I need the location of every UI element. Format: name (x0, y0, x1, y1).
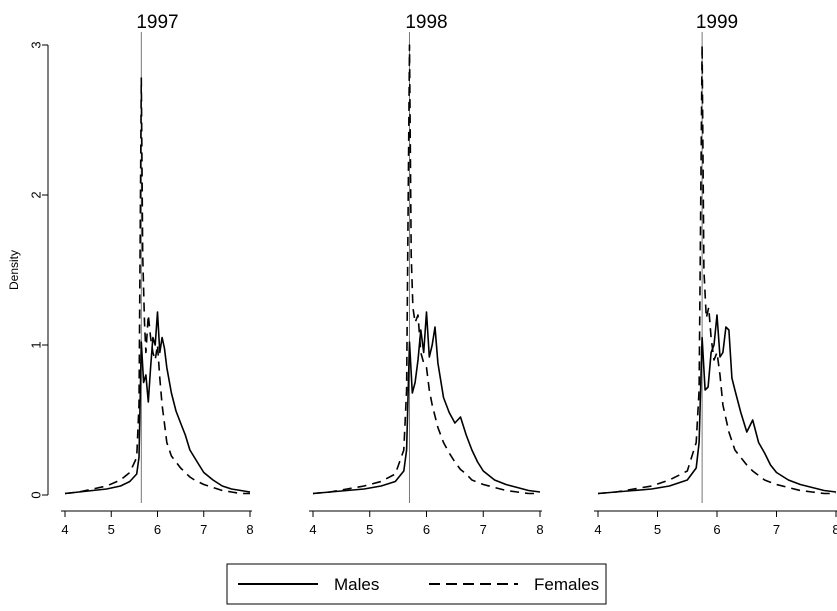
x-tick-label-1998-8: 8 (536, 522, 543, 537)
legend-label-females: Females (534, 575, 599, 594)
x-tick-label-1997-6: 6 (154, 522, 161, 537)
panel-title-1997: 1997 (136, 12, 178, 33)
x-tick-label-1999-5: 5 (654, 522, 661, 537)
x-tick-label-1999-4: 4 (594, 522, 601, 537)
x-tick-label-1997-8: 8 (246, 522, 253, 537)
series-females-1997 (64, 77, 250, 495)
legend-label-males: Males (334, 575, 379, 594)
x-tick-label-1998-6: 6 (423, 522, 430, 537)
series-males-1997 (64, 311, 251, 495)
x-tick-label-1998-7: 7 (480, 522, 487, 537)
y-tick-label-2: 2 (29, 191, 44, 198)
y-tick-label-3: 3 (29, 41, 44, 48)
x-tick-label-1997-5: 5 (108, 522, 115, 537)
series-females-1999 (597, 44, 836, 495)
series-females-1998 (312, 44, 540, 495)
y-tick-label-0: 0 (29, 491, 44, 498)
x-tick-label-1999-7: 7 (773, 522, 780, 537)
y-axis-label: Density (7, 250, 21, 290)
x-tick-label-1998-5: 5 (366, 522, 373, 537)
series-males-1998 (312, 311, 541, 495)
x-tick-label-1998-4: 4 (309, 522, 316, 537)
panel-title-1998: 1998 (405, 12, 447, 33)
y-tick-label-1: 1 (29, 341, 44, 348)
x-tick-label-1997-7: 7 (200, 522, 207, 537)
panel-title-1999: 1999 (696, 12, 738, 33)
x-tick-label-1999-6: 6 (713, 522, 720, 537)
x-tick-label-1997-4: 4 (61, 522, 68, 537)
series-males-1999 (597, 314, 837, 495)
x-tick-label-1999-8: 8 (832, 522, 837, 537)
